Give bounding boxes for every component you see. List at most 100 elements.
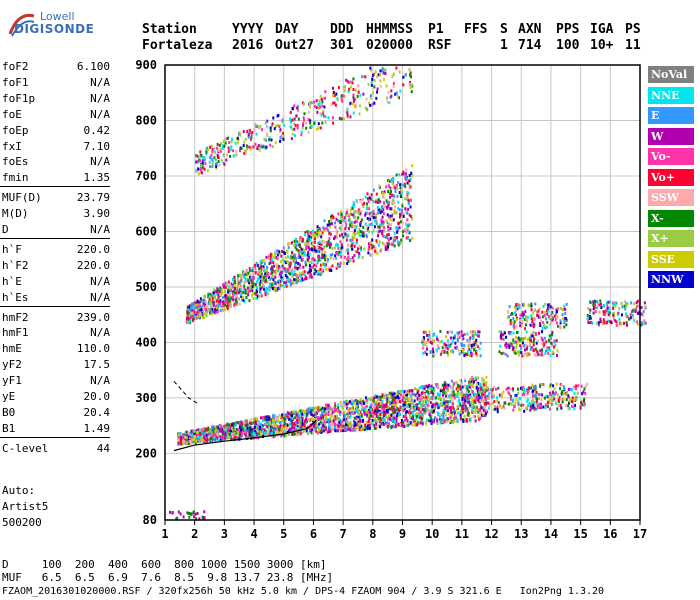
echo-point — [209, 437, 212, 441]
echo-point — [247, 279, 250, 283]
echo-point — [374, 200, 377, 204]
param-value: 0.42 — [83, 123, 111, 137]
echo-point — [244, 419, 247, 423]
echo-point — [459, 379, 462, 383]
echo-point — [216, 153, 219, 157]
echo-point — [203, 167, 206, 171]
echo-point — [272, 278, 275, 282]
echo-point — [206, 439, 209, 443]
echo-point — [353, 99, 356, 103]
echo-point — [383, 395, 386, 399]
echo-point — [396, 228, 399, 232]
hdr-pps-value: 100 — [556, 38, 580, 53]
echo-point — [208, 160, 211, 164]
echo-point — [284, 256, 287, 260]
param-name: hmE — [2, 342, 22, 356]
echo-point — [212, 301, 215, 305]
echo-point — [329, 427, 332, 431]
echo-point — [214, 158, 217, 162]
echo-point — [400, 208, 403, 212]
echo-point — [426, 347, 429, 351]
echo-point — [222, 303, 225, 307]
echo-point — [455, 419, 458, 423]
echo-point — [317, 406, 320, 410]
echo-point — [199, 427, 202, 431]
echo-point — [235, 149, 238, 153]
echo-point — [202, 315, 205, 319]
echo-point — [442, 418, 445, 422]
echo-point — [466, 332, 469, 336]
echo-point — [267, 255, 270, 259]
echo-point — [372, 72, 375, 76]
echo-point — [432, 350, 435, 354]
echo-point — [454, 346, 457, 350]
echo-point — [185, 430, 188, 434]
echo-point — [339, 410, 342, 414]
hdr-hhmmss-value: 020000 — [366, 38, 413, 53]
echo-point — [299, 279, 302, 283]
echo-point — [264, 433, 267, 437]
echo-point — [452, 350, 455, 354]
echo-point — [347, 427, 350, 431]
echo-point — [436, 402, 439, 406]
echo-point — [243, 276, 246, 280]
echo-point — [386, 424, 389, 428]
echo-point — [187, 431, 190, 435]
echo-point — [395, 410, 398, 414]
echo-point — [315, 247, 318, 251]
echo-point — [374, 70, 377, 74]
echo-point — [231, 277, 234, 281]
echo-point — [405, 208, 408, 212]
echo-point — [191, 309, 194, 313]
echo-point — [267, 271, 270, 275]
echo-point — [477, 381, 480, 385]
echo-point — [392, 84, 395, 88]
echo-point — [350, 246, 353, 250]
echo-point — [450, 342, 453, 346]
echo-point — [485, 381, 488, 385]
echo-point — [284, 419, 287, 423]
echo-point — [195, 303, 198, 307]
echo-point — [221, 428, 224, 432]
echo-point — [436, 338, 439, 342]
param-name: h`F2 — [2, 258, 29, 272]
echo-point — [328, 407, 331, 411]
echo-point — [276, 257, 279, 261]
echo-point — [455, 387, 458, 391]
echo-point — [389, 214, 392, 218]
echo-point — [287, 411, 290, 415]
echo-point — [308, 102, 311, 106]
echo-point — [397, 243, 400, 247]
echo-point — [399, 212, 402, 216]
echo-point — [265, 420, 268, 424]
echo-point — [402, 424, 405, 428]
echo-point — [390, 214, 393, 218]
echo-point — [450, 399, 453, 403]
echo-point — [299, 274, 302, 278]
echo-point — [478, 400, 481, 404]
echo-point — [409, 405, 412, 409]
echo-point — [370, 193, 373, 197]
echo-point — [229, 305, 232, 309]
echo-point — [460, 330, 463, 334]
echo-point — [465, 393, 468, 397]
echo-point — [274, 272, 277, 276]
echo-point — [292, 422, 295, 426]
echo-point — [445, 390, 448, 394]
echo-point — [287, 277, 290, 281]
echo-point — [225, 300, 228, 304]
echo-point — [296, 421, 299, 425]
echo-point — [431, 410, 434, 414]
echo-point — [300, 425, 303, 429]
echo-point — [234, 281, 237, 285]
echo-point — [314, 268, 317, 272]
echo-point — [214, 432, 217, 436]
echo-point — [505, 345, 508, 349]
echo-point — [311, 248, 314, 252]
echo-point — [218, 425, 221, 429]
echo-point — [264, 293, 267, 297]
echo-point — [358, 400, 361, 404]
echo-point — [325, 244, 328, 248]
echo-point — [280, 272, 283, 276]
echo-point — [474, 340, 477, 344]
